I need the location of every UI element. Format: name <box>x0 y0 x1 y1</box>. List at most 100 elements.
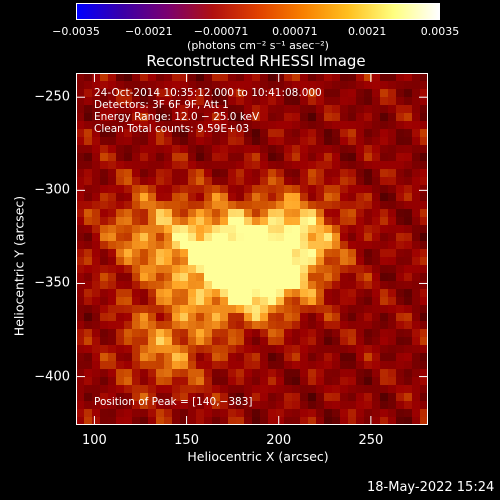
heatmap-cell <box>404 329 412 337</box>
heatmap-cell <box>236 129 244 137</box>
heatmap-cell <box>108 369 116 377</box>
heatmap-cell <box>276 361 284 369</box>
heatmap-cell <box>196 217 204 225</box>
heatmap-cell <box>244 305 252 313</box>
heatmap-cell <box>404 145 412 153</box>
heatmap-cell <box>308 385 316 393</box>
heatmap-cell <box>396 313 404 321</box>
heatmap-cell <box>268 377 276 385</box>
heatmap-cell <box>300 233 308 241</box>
heatmap-cell <box>148 81 156 89</box>
heatmap-cell <box>92 305 100 313</box>
heatmap-cell <box>380 113 388 121</box>
heatmap-cell <box>340 305 348 313</box>
heatmap-cell <box>276 265 284 273</box>
heatmap-cell <box>268 297 276 305</box>
heatmap-cell <box>196 353 204 361</box>
heatmap-cell <box>332 161 340 169</box>
heatmap-cell <box>324 193 332 201</box>
heatmap-cell <box>292 217 300 225</box>
heatmap-cell <box>212 137 220 145</box>
axis-ticks <box>76 73 428 425</box>
heatmap-cell <box>76 161 84 169</box>
heatmap-cell <box>308 353 316 361</box>
heatmap-cell <box>324 153 332 161</box>
y-tick-label: −250 <box>34 89 70 105</box>
heatmap-cell <box>244 193 252 201</box>
heatmap-cell <box>116 361 124 369</box>
heatmap-cell <box>204 361 212 369</box>
heatmap-cell <box>100 121 108 129</box>
heatmap-cell <box>124 321 132 329</box>
heatmap-cell <box>316 81 324 89</box>
heatmap-cell <box>316 353 324 361</box>
heatmap-cell <box>340 321 348 329</box>
heatmap-cell <box>340 185 348 193</box>
heatmap-cell <box>76 217 84 225</box>
heatmap-cell <box>124 417 132 425</box>
heatmap-cell <box>132 113 140 121</box>
heatmap-cell <box>164 89 172 97</box>
heatmap-cell <box>244 129 252 137</box>
heatmap-cell <box>348 153 356 161</box>
heatmap-cell <box>156 361 164 369</box>
heatmap-cell <box>220 353 228 361</box>
heatmap-cell <box>116 145 124 153</box>
heatmap-cell <box>316 153 324 161</box>
heatmap-cell <box>372 385 380 393</box>
heatmap-cell <box>404 393 412 401</box>
heatmap-cell <box>276 153 284 161</box>
heatmap-cell <box>156 121 164 129</box>
heatmap-cell <box>276 113 284 121</box>
heatmap-cell <box>300 97 308 105</box>
heatmap-cell <box>404 305 412 313</box>
heatmap-cell <box>308 297 316 305</box>
heatmap-cell <box>108 137 116 145</box>
heatmap-cell <box>220 401 228 409</box>
heatmap-cell <box>300 345 308 353</box>
heatmap-cell <box>396 369 404 377</box>
heatmap-cell <box>340 329 348 337</box>
heatmap-cell <box>260 337 268 345</box>
heatmap-cell <box>308 265 316 273</box>
heatmap-cell <box>196 89 204 97</box>
heatmap-cell <box>116 345 124 353</box>
heatmap-cell <box>228 169 236 177</box>
heatmap-cell <box>260 265 268 273</box>
heatmap-cell <box>228 353 236 361</box>
heatmap-cell <box>276 177 284 185</box>
heatmap-cell <box>244 137 252 145</box>
heatmap-cell <box>100 233 108 241</box>
heatmap-cell <box>412 81 420 89</box>
heatmap-cell <box>76 81 84 89</box>
heatmap-cell <box>396 185 404 193</box>
heatmap-cell <box>348 137 356 145</box>
heatmap-cell <box>116 353 124 361</box>
heatmap-cell <box>92 329 100 337</box>
heatmap-cell <box>332 201 340 209</box>
heatmap-cell <box>300 201 308 209</box>
heatmap-cell <box>132 73 140 81</box>
heatmap-cell <box>372 201 380 209</box>
heatmap-cell <box>356 89 364 97</box>
heatmap-cell <box>156 377 164 385</box>
heatmap-cell <box>164 201 172 209</box>
heatmap-cell <box>276 249 284 257</box>
heatmap-cell <box>284 329 292 337</box>
heatmap-cell <box>388 297 396 305</box>
heatmap-cell <box>268 313 276 321</box>
heatmap-cell <box>236 313 244 321</box>
heatmap-cell <box>156 185 164 193</box>
heatmap-cell <box>180 121 188 129</box>
heatmap-cell <box>108 97 116 105</box>
heatmap-cell <box>340 137 348 145</box>
heatmap-cell <box>348 73 356 81</box>
heatmap-cell <box>188 185 196 193</box>
heatmap-cell <box>164 217 172 225</box>
heatmap-cell <box>108 329 116 337</box>
heatmap-cell <box>308 393 316 401</box>
heatmap-cell <box>324 417 332 425</box>
heatmap-cell <box>156 225 164 233</box>
heatmap-cell <box>396 337 404 345</box>
heatmap-cell <box>108 321 116 329</box>
